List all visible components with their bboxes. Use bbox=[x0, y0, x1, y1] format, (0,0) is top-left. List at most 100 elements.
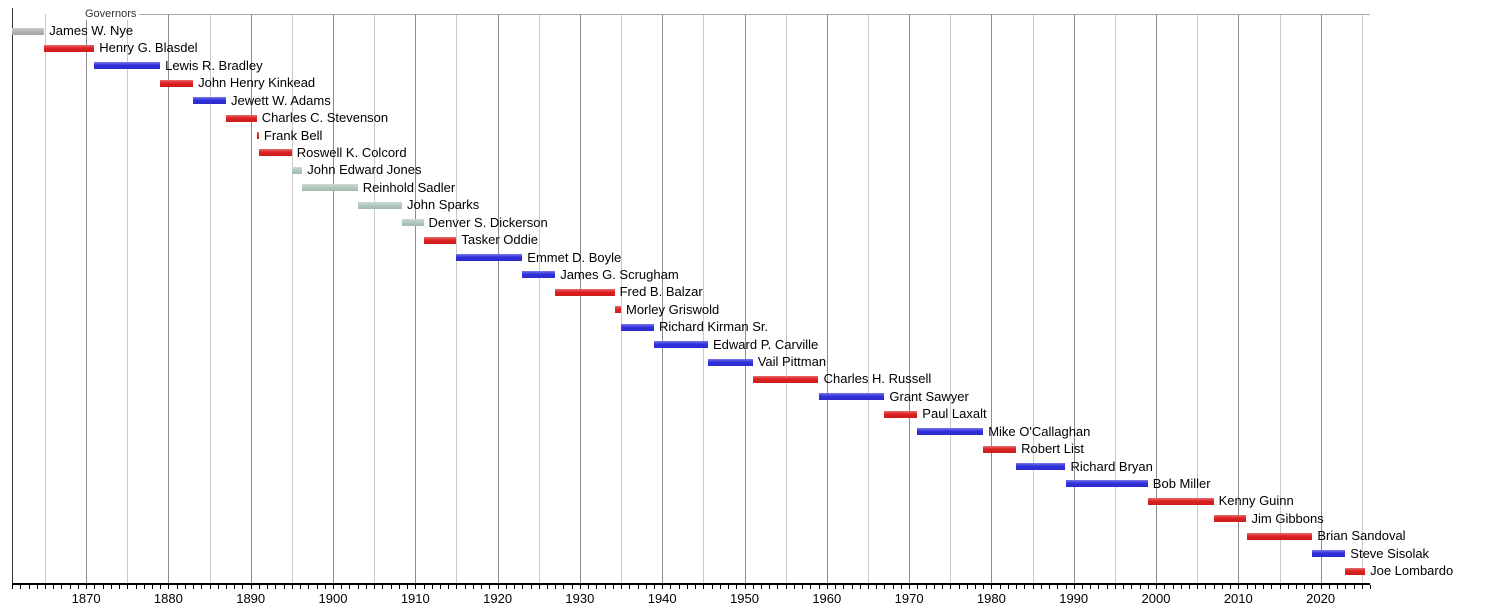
governor-bar bbox=[226, 114, 257, 122]
axis-minor-tick bbox=[135, 585, 137, 589]
axis-minor-tick bbox=[1172, 585, 1174, 589]
axis-minor-tick bbox=[761, 585, 762, 589]
axis-minor-tick bbox=[324, 585, 326, 589]
axis-minor-tick bbox=[900, 585, 902, 589]
axis-minor-tick bbox=[143, 585, 145, 589]
governor-bar bbox=[1213, 515, 1247, 523]
axis-minor-tick bbox=[481, 585, 483, 589]
axis-minor-tick bbox=[77, 585, 79, 589]
axis-minor-tick bbox=[1213, 585, 1215, 589]
axis-minor-tick bbox=[950, 585, 952, 589]
half-decade-gridline bbox=[127, 14, 129, 583]
decade-gridline bbox=[86, 14, 88, 583]
governor-name-label: Vail Pittman bbox=[757, 354, 827, 369]
governor-bar bbox=[1065, 480, 1148, 488]
axis-minor-tick bbox=[1164, 585, 1166, 589]
axis-minor-tick bbox=[382, 585, 384, 589]
governor-bar bbox=[917, 428, 984, 436]
governor-bar bbox=[193, 97, 226, 105]
axis-minor-tick bbox=[365, 585, 367, 589]
governor-name-label: Paul Laxalt bbox=[922, 406, 987, 422]
axis-minor-tick bbox=[678, 585, 680, 589]
governor-name-label: Richard Bryan bbox=[1070, 458, 1153, 474]
axis-minor-tick bbox=[579, 585, 581, 589]
axis-minor-tick bbox=[1254, 585, 1256, 589]
axis-minor-tick bbox=[160, 585, 162, 589]
axis-minor-tick bbox=[1304, 585, 1306, 589]
axis-minor-tick bbox=[670, 585, 672, 589]
axis-minor-tick bbox=[933, 585, 935, 589]
axis-minor-tick bbox=[909, 585, 911, 589]
axis-year-label: 2010 bbox=[1223, 591, 1253, 606]
axis-minor-tick bbox=[1238, 585, 1240, 589]
axis-minor-tick bbox=[851, 585, 853, 589]
axis-minor-tick bbox=[555, 585, 557, 589]
axis-minor-tick bbox=[234, 585, 236, 589]
axis-minor-tick bbox=[530, 585, 532, 589]
axis-year-label: 1930 bbox=[565, 591, 595, 606]
axis-minor-tick bbox=[258, 585, 260, 589]
axis-minor-tick bbox=[176, 585, 178, 589]
axis-minor-tick bbox=[1221, 585, 1223, 589]
axis-minor-tick bbox=[695, 585, 697, 589]
governor-bar bbox=[160, 79, 193, 87]
governor-name-label: Charles C. Stevenson bbox=[261, 110, 389, 126]
axis-minor-tick bbox=[728, 585, 729, 589]
governor-name-label: Reinhold Sadler bbox=[362, 179, 456, 195]
half-decade-gridline bbox=[44, 14, 46, 583]
axis-minor-tick bbox=[283, 585, 285, 589]
axis-minor-tick bbox=[818, 585, 820, 589]
governor-bar bbox=[621, 323, 654, 331]
half-decade-gridline bbox=[538, 14, 540, 583]
axis-minor-tick bbox=[686, 585, 688, 589]
decade-gridline bbox=[991, 14, 993, 583]
axis-minor-tick bbox=[1065, 585, 1067, 589]
axis-minor-tick bbox=[1370, 585, 1371, 589]
axis-minor-tick bbox=[571, 585, 573, 589]
axis-minor-tick bbox=[629, 585, 631, 589]
axis-minor-tick bbox=[1123, 585, 1125, 589]
axis-year-label: 1940 bbox=[647, 591, 677, 606]
axis-minor-tick bbox=[612, 585, 614, 589]
axis-minor-tick bbox=[719, 585, 721, 589]
axis-minor-tick bbox=[12, 585, 13, 589]
axis-year-label: 1900 bbox=[318, 591, 348, 606]
decade-gridline bbox=[1238, 14, 1240, 583]
axis-minor-tick bbox=[991, 585, 993, 589]
governor-name-label: John Sparks bbox=[407, 197, 480, 213]
axis-minor-tick bbox=[1246, 585, 1248, 589]
decade-gridline bbox=[415, 14, 417, 583]
half-decade-gridline bbox=[209, 14, 211, 583]
axis-minor-tick bbox=[522, 585, 524, 589]
axis-year-label: 1880 bbox=[153, 591, 183, 606]
governor-name-label: Joe Lombardo bbox=[1370, 563, 1454, 578]
decade-gridline bbox=[333, 14, 334, 583]
axis-minor-tick bbox=[793, 585, 795, 589]
decade-gridline bbox=[579, 14, 581, 583]
axis-minor-tick bbox=[1040, 585, 1042, 589]
axis-minor-tick bbox=[201, 585, 203, 589]
governor-bar bbox=[258, 149, 292, 157]
axis-minor-tick bbox=[802, 585, 804, 589]
governor-bar bbox=[1016, 463, 1066, 470]
axis-minor-tick bbox=[1337, 585, 1339, 589]
governor-bar bbox=[94, 62, 161, 70]
axis-minor-tick bbox=[341, 585, 343, 589]
axis-minor-tick bbox=[999, 585, 1001, 589]
axis-minor-tick bbox=[398, 585, 400, 589]
axis-year-label: 2000 bbox=[1141, 591, 1171, 606]
governor-name-label: Henry G. Blasdel bbox=[99, 40, 198, 56]
axis-minor-tick bbox=[20, 585, 22, 589]
governor-bar bbox=[522, 271, 556, 279]
axis-minor-tick bbox=[1188, 585, 1190, 589]
axis-year-label: 1970 bbox=[894, 591, 924, 606]
axis-minor-tick bbox=[1106, 585, 1108, 589]
axis-minor-tick bbox=[588, 585, 590, 589]
axis-minor-tick bbox=[28, 585, 30, 589]
axis-minor-tick bbox=[333, 585, 334, 589]
axis-minor-tick bbox=[374, 585, 376, 589]
governor-name-label: Morley Griswold bbox=[626, 301, 720, 317]
half-decade-gridline bbox=[1197, 14, 1199, 583]
axis-minor-tick bbox=[1205, 585, 1207, 589]
